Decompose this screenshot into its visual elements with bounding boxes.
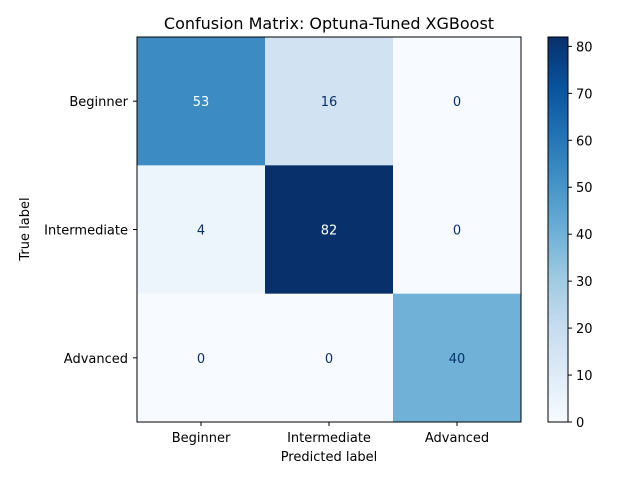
cell-value-label: 0: [453, 223, 461, 238]
y-axis-label: True label: [18, 197, 33, 261]
heatmap-cell: [137, 165, 266, 295]
cell-value-label: 4: [197, 223, 205, 238]
heatmap-cell: [265, 37, 394, 166]
x-tick-label: Intermediate: [287, 431, 371, 446]
cell-value-label: 53: [193, 95, 210, 110]
colorbar: [547, 36, 569, 423]
x-axis-ticks: Beginner Intermediate Advanced: [172, 422, 489, 446]
colorbar-tick-label: 0: [576, 416, 584, 431]
colorbar-ticks: 0 10 20 30 40 50 60 70 80: [568, 40, 593, 431]
colorbar-tick-label: 10: [576, 369, 593, 384]
cell-value-label: 0: [325, 352, 333, 367]
colorbar-tick-label: 40: [576, 228, 593, 243]
cell-value-label: 40: [449, 352, 466, 367]
cell-value-label: 0: [453, 95, 461, 110]
heatmap-cell: [393, 165, 522, 295]
chart-title: Confusion Matrix: Optuna-Tuned XGBoost: [164, 14, 494, 33]
heatmap-cell: [393, 293, 522, 423]
y-axis-ticks: Beginner Intermediate Advanced: [44, 95, 137, 367]
heatmap-cells: 53 16 0 4 82 0 0 0 40: [137, 37, 522, 423]
colorbar-tick-label: 60: [576, 134, 593, 149]
heatmap-cell: [137, 293, 266, 423]
cell-value-label: 16: [321, 95, 338, 110]
cell-value-label: 82: [321, 223, 338, 238]
colorbar-tick-label: 20: [576, 322, 593, 337]
x-tick-label: Advanced: [425, 431, 489, 446]
heatmap-cell: [137, 37, 266, 166]
colorbar-tick-label: 80: [576, 40, 593, 55]
x-axis-label: Predicted label: [281, 450, 378, 465]
y-tick-label: Advanced: [64, 352, 128, 367]
y-tick-label: Intermediate: [44, 223, 128, 238]
heatmap-cell: [265, 165, 394, 295]
cell-value-label: 0: [197, 352, 205, 367]
heatmap-cell: [393, 37, 522, 166]
heatmap-cell: [265, 293, 394, 423]
y-tick-label: Beginner: [69, 95, 128, 110]
x-tick-label: Beginner: [172, 431, 231, 446]
colorbar-tick-label: 70: [576, 87, 593, 102]
colorbar-tick-label: 50: [576, 181, 593, 196]
colorbar-tick-label: 30: [576, 275, 593, 290]
